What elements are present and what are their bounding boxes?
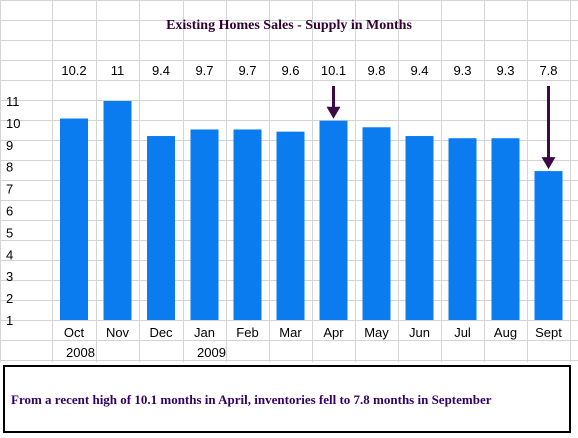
x-tick-label: Jul bbox=[454, 325, 471, 340]
x-tick-label: Apr bbox=[323, 325, 344, 340]
x-tick-label: Jun bbox=[409, 325, 430, 340]
bar-aug bbox=[491, 138, 520, 320]
y-tick-label: 10 bbox=[6, 116, 20, 131]
x-tick-label: Oct bbox=[64, 325, 85, 340]
bar-nov bbox=[103, 101, 132, 320]
bar-jan bbox=[190, 129, 219, 320]
data-label: 9.4 bbox=[151, 63, 171, 78]
bar-mar bbox=[276, 131, 305, 320]
x-tick-label: May bbox=[364, 325, 389, 340]
data-label: 7.8 bbox=[539, 63, 558, 78]
y-tick-label: 5 bbox=[6, 225, 13, 240]
x-tick-label: Mar bbox=[279, 325, 302, 340]
annotation-text: From a recent high of 10.1 months in Apr… bbox=[11, 392, 492, 407]
y-tick-label: 4 bbox=[6, 247, 13, 262]
y-tick-label: 2 bbox=[6, 291, 13, 306]
x-tick-label: Sept bbox=[535, 325, 562, 340]
data-label: 10.1 bbox=[320, 63, 347, 78]
bar-jun bbox=[405, 136, 434, 320]
data-label: 9.4 bbox=[410, 63, 429, 78]
year-label: 2009 bbox=[197, 345, 226, 360]
x-tick-label: Dec bbox=[149, 325, 173, 340]
x-tick-label: Jan bbox=[194, 325, 215, 340]
data-label: 9.7 bbox=[195, 63, 214, 78]
bar-jul bbox=[448, 138, 477, 320]
data-label: 9.8 bbox=[367, 63, 386, 78]
y-tick-label: 3 bbox=[6, 269, 13, 284]
chart-title: Existing Homes Sales - Supply in Months bbox=[166, 18, 412, 33]
bar-feb bbox=[233, 129, 262, 320]
data-label: 9.3 bbox=[496, 63, 515, 78]
bar-may bbox=[362, 127, 391, 320]
bar-dec bbox=[147, 136, 175, 320]
data-label: 9.7 bbox=[238, 63, 257, 78]
x-tick-label: Aug bbox=[494, 325, 517, 340]
data-label: 9.3 bbox=[453, 63, 472, 78]
x-tick-label: Nov bbox=[106, 325, 130, 340]
y-tick-label: 9 bbox=[6, 138, 13, 153]
y-tick-label: 6 bbox=[6, 204, 13, 219]
y-tick-label: 8 bbox=[6, 160, 13, 175]
arrow-apr bbox=[326, 86, 341, 119]
data-label: 11 bbox=[110, 63, 125, 78]
annotation-box: From a recent high of 10.1 months in Apr… bbox=[3, 365, 571, 433]
y-tick-label: 7 bbox=[6, 182, 13, 197]
bar-apr bbox=[319, 120, 348, 321]
bar-sept bbox=[534, 171, 563, 320]
data-label: 9.6 bbox=[281, 63, 300, 78]
arrow-sept bbox=[541, 86, 556, 170]
bar-oct bbox=[60, 118, 88, 321]
year-label: 2008 bbox=[66, 345, 95, 360]
x-tick-label: Feb bbox=[236, 325, 258, 340]
data-label: 10.2 bbox=[61, 63, 87, 78]
y-tick-label: 11 bbox=[6, 94, 20, 109]
y-tick-label: 1 bbox=[6, 313, 13, 328]
